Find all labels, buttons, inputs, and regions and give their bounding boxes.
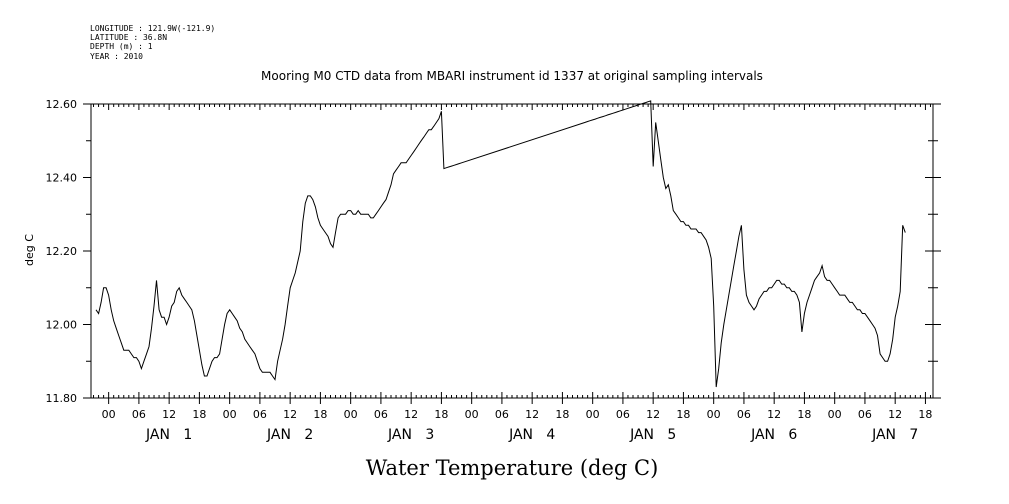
- x-tick-label: 00: [707, 408, 721, 421]
- x-day-label: JAN 3: [387, 427, 434, 443]
- y-tick-label: 12.00: [46, 319, 78, 332]
- x-tick-label: 12: [525, 408, 539, 421]
- x-day-label: JAN 1: [145, 427, 192, 443]
- x-day-label: JAN 6: [750, 427, 797, 443]
- x-tick-label: 12: [767, 408, 781, 421]
- x-tick-label: 00: [223, 408, 237, 421]
- x-tick-label: 06: [132, 408, 146, 421]
- x-axis-label: Water Temperature (deg C): [366, 456, 659, 480]
- plot-frame: [90, 103, 934, 399]
- x-tick-label: 00: [344, 408, 358, 421]
- x-tick-label: 12: [162, 408, 176, 421]
- x-day-label: JAN 5: [629, 427, 676, 443]
- series-line-water-temperature: [95, 100, 906, 388]
- meta-latitude: LATITUDE : 36.8N: [90, 33, 167, 42]
- x-tick-label: 18: [555, 408, 569, 421]
- x-tick-label: 18: [313, 408, 327, 421]
- x-tick-label: 06: [616, 408, 630, 421]
- x-tick-label: 18: [192, 408, 206, 421]
- x-tick-label: 06: [495, 408, 509, 421]
- plot-axes: 00 06 12 18 00 06 12 18 00 06 12 18 00 06 12 18 00 06 12 18…: [46, 98, 941, 443]
- y-tick-label: 12.40: [46, 172, 78, 185]
- x-tick-label: 18: [434, 408, 448, 421]
- x-tick-label: 06: [858, 408, 872, 421]
- x-tick-label: 18: [918, 408, 932, 421]
- y-axis-label: deg C: [23, 234, 36, 266]
- x-tick-label: 18: [797, 408, 811, 421]
- x-tick-label: 00: [586, 408, 600, 421]
- x-tick-label: 00: [828, 408, 842, 421]
- x-tick-label: 00: [102, 408, 116, 421]
- meta-depth: DEPTH (m) : 1: [90, 42, 153, 51]
- x-day-label: JAN 7: [871, 427, 918, 443]
- x-tick-label: 12: [888, 408, 902, 421]
- x-tick-label: 00: [465, 408, 479, 421]
- x-day-label: JAN 4: [508, 427, 555, 443]
- y-tick-label: 12.60: [46, 98, 78, 111]
- x-tick-label: 06: [374, 408, 388, 421]
- meta-longitude: LONGITUDE : 121.9W(-121.9): [90, 24, 215, 33]
- x-tick-label: 12: [646, 408, 660, 421]
- y-tick-label: 11.80: [46, 392, 78, 405]
- x-tick-label: 06: [737, 408, 751, 421]
- meta-year: YEAR : 2010: [90, 52, 143, 61]
- chart-title: Mooring M0 CTD data from MBARI instrumen…: [261, 69, 763, 83]
- x-day-label: JAN 2: [266, 427, 313, 443]
- x-tick-label: 12: [404, 408, 418, 421]
- metadata-block: LONGITUDE : 121.9W(-121.9) LATITUDE : 36…: [90, 24, 215, 61]
- x-tick-label: 18: [676, 408, 690, 421]
- x-tick-label: 12: [283, 408, 297, 421]
- x-tick-label: 06: [253, 408, 267, 421]
- y-tick-label: 12.20: [46, 245, 78, 258]
